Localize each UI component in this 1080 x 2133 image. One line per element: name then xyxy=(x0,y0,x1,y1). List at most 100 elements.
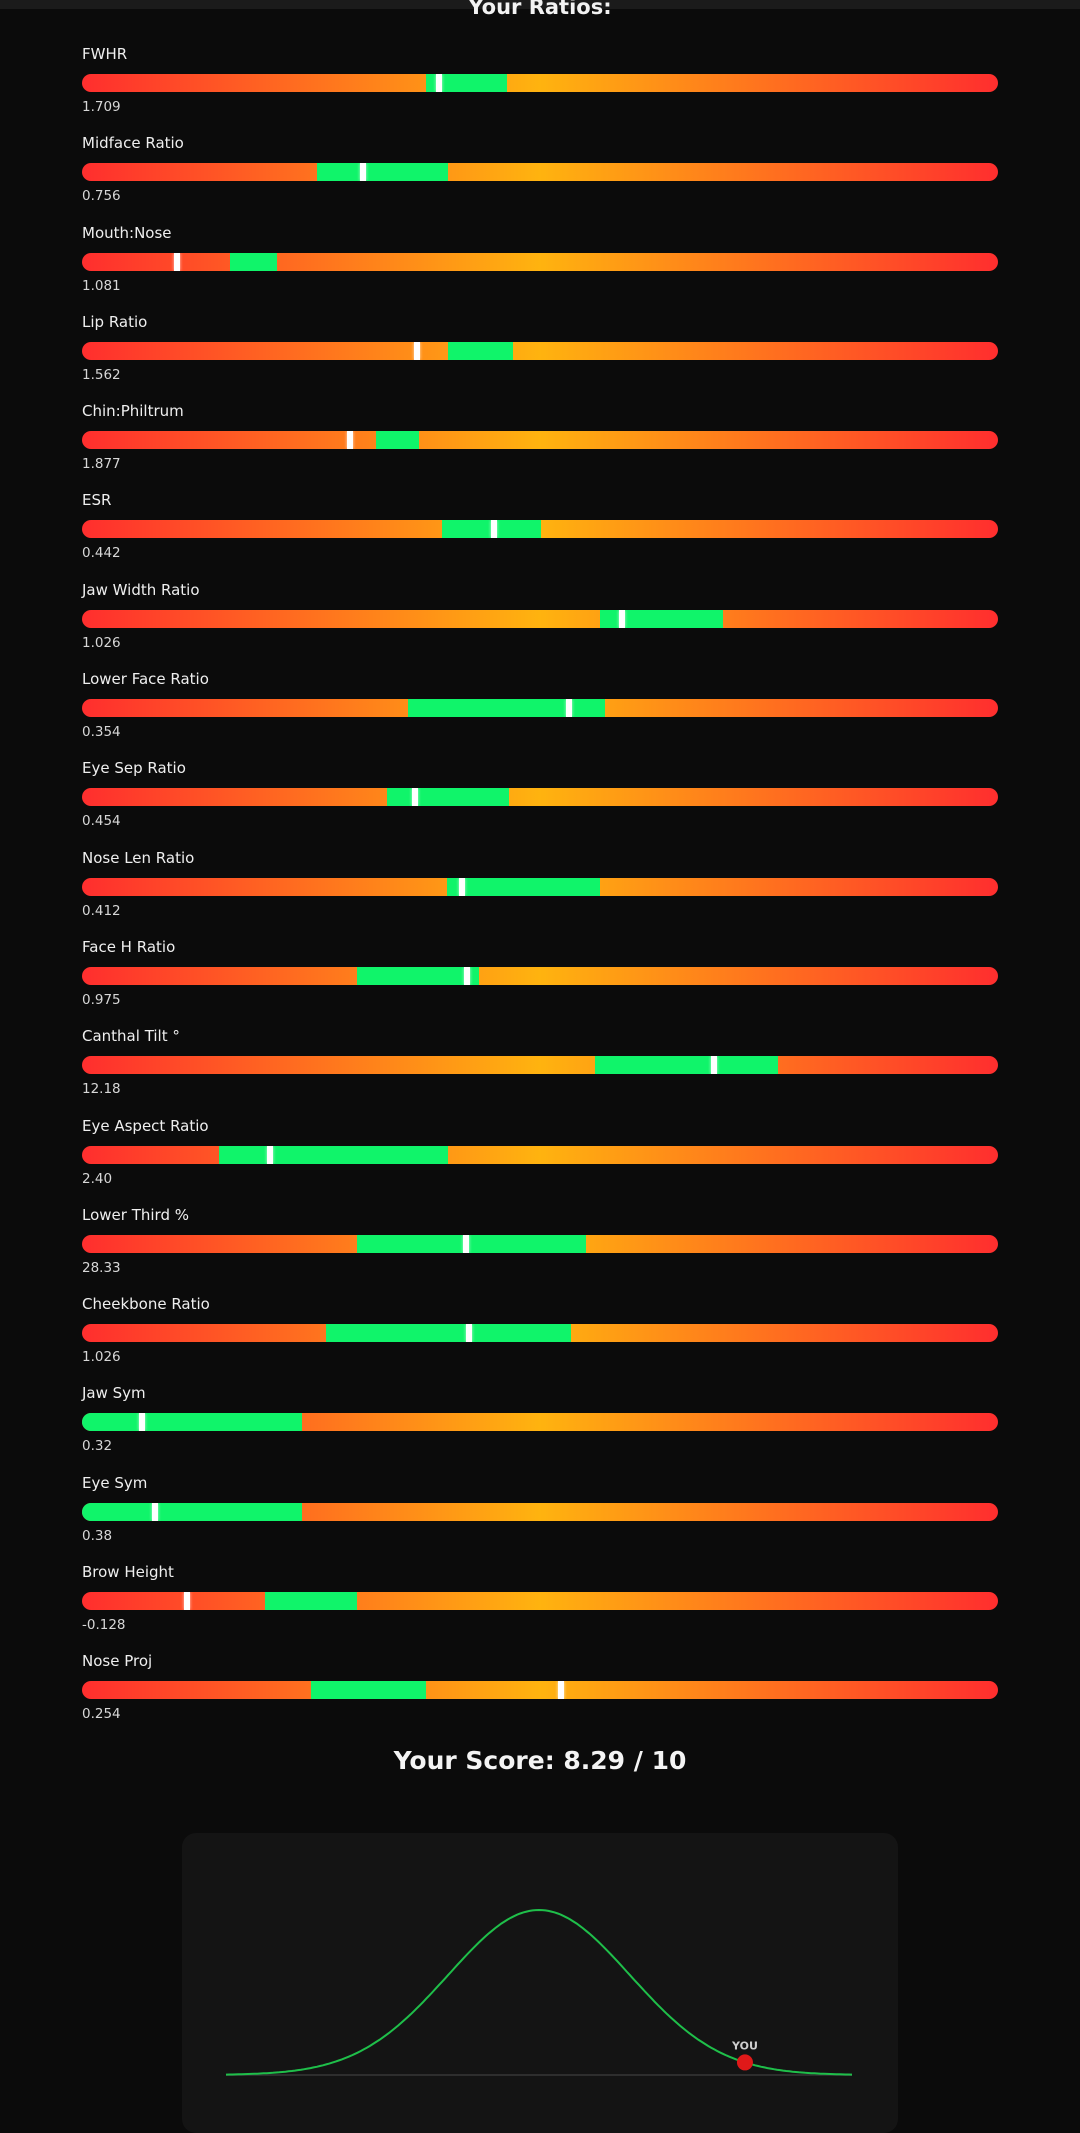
value-marker xyxy=(465,1324,472,1343)
ratio-value: 1.026 xyxy=(82,634,121,651)
ratio-bar xyxy=(82,341,998,360)
value-marker xyxy=(360,163,367,182)
value-marker xyxy=(139,1413,146,1432)
ratio-bar xyxy=(82,966,998,985)
value-marker xyxy=(411,788,418,807)
ratio-bar xyxy=(82,252,998,271)
ratio-row: ESR 0.442 xyxy=(82,490,998,579)
ratio-row: Canthal Tilt ° 12.18 xyxy=(82,1026,998,1115)
ideal-zone xyxy=(265,1592,357,1611)
distribution-svg: YOU xyxy=(225,1908,853,2076)
ideal-zone xyxy=(230,252,278,271)
ratio-label: Midface Ratio xyxy=(82,134,184,153)
ratio-value: 0.442 xyxy=(82,545,121,562)
ideal-zone xyxy=(82,1502,302,1521)
ratio-row: Lip Ratio 1.562 xyxy=(82,312,998,401)
ratio-row: Jaw Width Ratio 1.026 xyxy=(82,580,998,669)
ratio-value: 2.40 xyxy=(82,1170,113,1187)
ratio-value: 1.081 xyxy=(82,277,121,294)
ratio-label: Eye Sym xyxy=(82,1473,148,1492)
ratio-value: 0.38 xyxy=(82,1527,113,1544)
ratio-value: -0.128 xyxy=(82,1617,126,1634)
ratio-bar xyxy=(82,1502,998,1521)
value-marker xyxy=(566,699,573,718)
score-heading: Your Score: 8.29 / 10 xyxy=(393,1746,687,1775)
ratio-label: Eye Aspect Ratio xyxy=(82,1116,209,1135)
section-title: Your Ratios: xyxy=(468,0,612,19)
ratio-row: Brow Height -0.128 xyxy=(82,1562,998,1651)
distribution-curve xyxy=(225,1908,853,2076)
ideal-zone xyxy=(594,1056,779,1075)
ratio-value: 1.026 xyxy=(82,1349,121,1366)
ratio-label: Brow Height xyxy=(82,1563,174,1582)
ratio-bar xyxy=(82,163,998,182)
ratio-row: Nose Proj 0.254 xyxy=(82,1651,998,1740)
value-marker xyxy=(414,341,421,360)
ratio-bar xyxy=(82,1234,998,1253)
ratio-value: 1.562 xyxy=(82,366,121,383)
ratio-value: 1.709 xyxy=(82,99,121,115)
ratio-bar xyxy=(82,1145,998,1164)
value-marker xyxy=(558,1681,565,1700)
ratio-label: Nose Len Ratio xyxy=(82,848,195,867)
ideal-zone xyxy=(376,431,420,450)
value-marker xyxy=(463,966,470,985)
ratio-label: Eye Sep Ratio xyxy=(82,759,186,778)
ratio-row: FWHR 1.709 xyxy=(82,44,998,133)
ratio-value: 12.18 xyxy=(82,1081,121,1098)
ideal-zone xyxy=(600,609,724,628)
ratio-row: Nose Len Ratio 0.412 xyxy=(82,848,998,937)
score-distribution-chart: YOU xyxy=(182,1833,898,2133)
ideal-zone xyxy=(356,1234,586,1253)
ratio-row: Face H Ratio 0.975 xyxy=(82,937,998,1026)
value-marker xyxy=(184,1592,191,1611)
ratio-bar xyxy=(82,431,998,450)
ratio-value: 0.412 xyxy=(82,902,121,919)
value-marker xyxy=(266,1145,273,1164)
ratio-label: Jaw Sym xyxy=(82,1384,146,1403)
top-bar xyxy=(0,0,1080,9)
ratio-row: Chin:Philtrum 1.877 xyxy=(82,401,998,490)
ideal-zone xyxy=(408,699,606,718)
ideal-zone xyxy=(317,163,449,182)
ratio-bar xyxy=(82,1681,998,1700)
ratio-row: Cheekbone Ratio 1.026 xyxy=(82,1294,998,1383)
ratio-label: Canthal Tilt ° xyxy=(82,1027,180,1046)
ratio-value: 28.33 xyxy=(82,1259,121,1276)
ratio-label: Mouth:Nose xyxy=(82,223,172,242)
ratio-value: 0.454 xyxy=(82,813,121,830)
ratio-row: Eye Sym 0.38 xyxy=(82,1473,998,1562)
ideal-zone xyxy=(82,1413,302,1432)
value-marker xyxy=(347,431,354,450)
value-marker xyxy=(436,74,443,92)
ratio-label: Nose Proj xyxy=(82,1652,153,1671)
ideal-zone xyxy=(447,877,601,896)
ratio-row: Eye Sep Ratio 0.454 xyxy=(82,758,998,847)
ratio-row: Midface Ratio 0.756 xyxy=(82,133,998,222)
ratio-bar xyxy=(82,788,998,807)
ratio-row: Mouth:Nose 1.081 xyxy=(82,223,998,312)
ratio-bar xyxy=(82,520,998,539)
ratio-value: 0.975 xyxy=(82,991,121,1008)
ratio-bar xyxy=(82,1056,998,1075)
value-marker xyxy=(619,609,626,628)
value-marker xyxy=(491,520,498,539)
ratio-bar xyxy=(82,74,998,92)
you-marker-dot xyxy=(736,2054,753,2071)
ratio-label: Lower Third % xyxy=(82,1205,189,1224)
ideal-zone xyxy=(387,788,509,807)
ratio-row: Lower Third % 28.33 xyxy=(82,1205,998,1294)
ratio-label: FWHR xyxy=(82,45,128,63)
ratio-label: Cheekbone Ratio xyxy=(82,1295,210,1314)
ratio-bar xyxy=(82,1592,998,1611)
ideal-zone xyxy=(219,1145,449,1164)
ideal-zone xyxy=(356,966,479,985)
ratio-bar xyxy=(82,1413,998,1432)
ratio-value: 0.32 xyxy=(82,1438,113,1455)
ratio-label: Lower Face Ratio xyxy=(82,670,209,689)
value-marker xyxy=(459,877,466,896)
ideal-zone xyxy=(425,74,508,92)
value-marker xyxy=(174,252,181,271)
ideal-zone xyxy=(325,1324,572,1343)
ratio-row: Lower Face Ratio 0.354 xyxy=(82,669,998,758)
